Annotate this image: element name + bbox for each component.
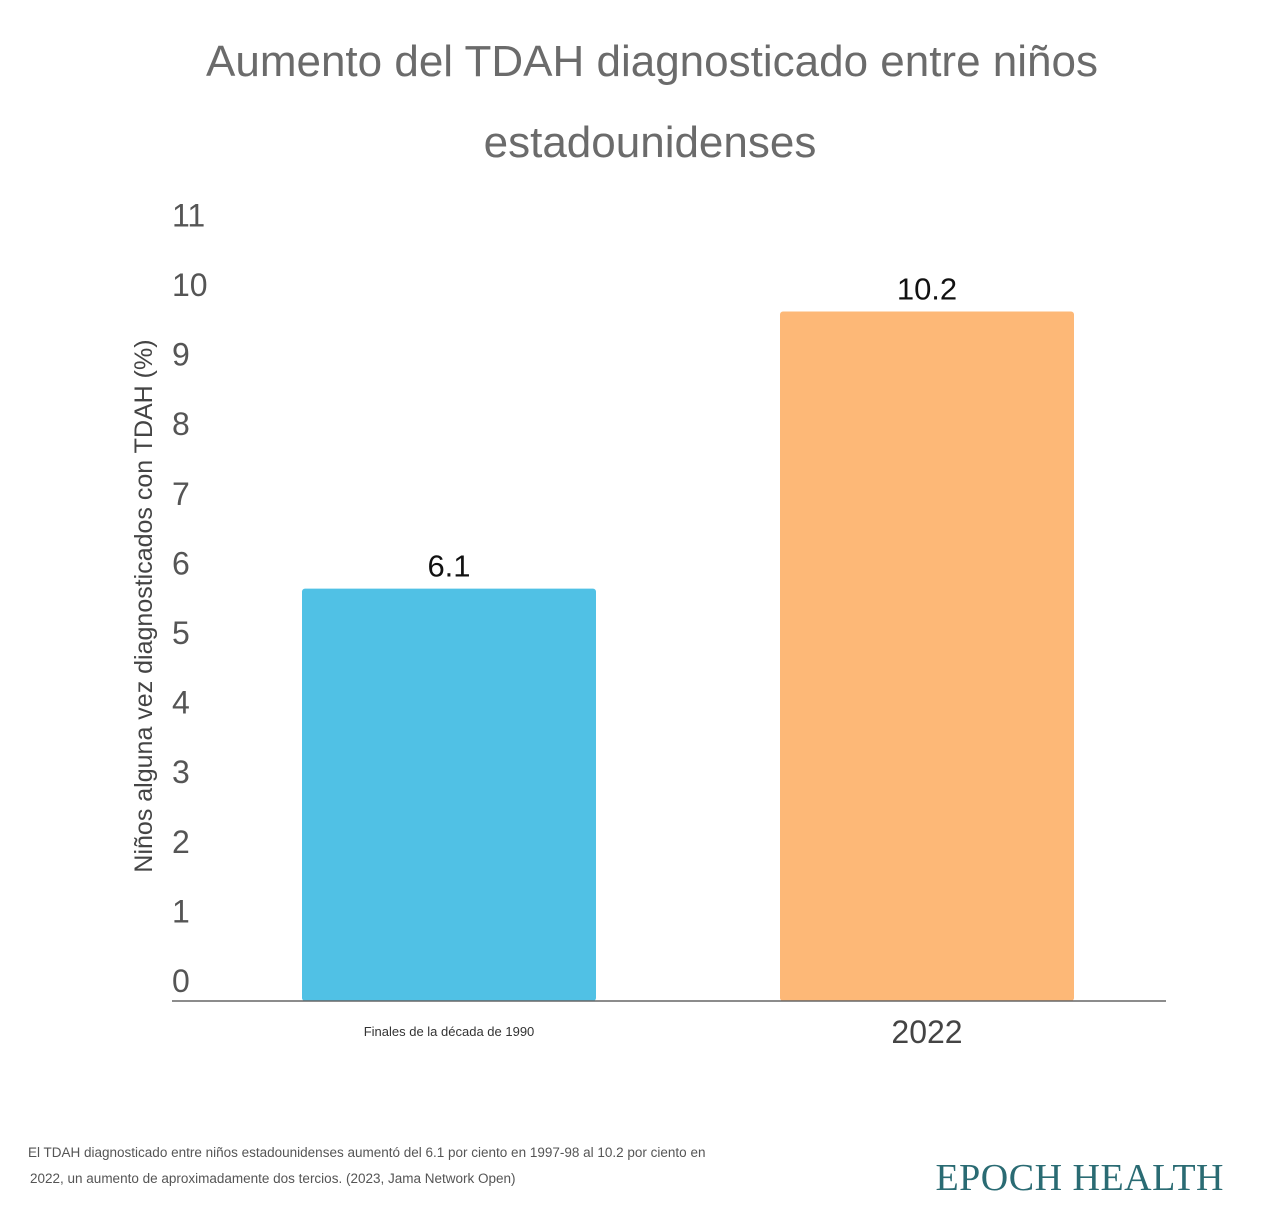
bar-2022 bbox=[780, 311, 1074, 1002]
bars bbox=[302, 311, 1074, 1002]
y-tick-label-0: 0 bbox=[172, 963, 190, 999]
y-tick-label-11: 11 bbox=[172, 197, 205, 233]
caption-line-1: El TDAH diagnosticado entre niños estado… bbox=[28, 1145, 706, 1160]
y-tick-label-7: 7 bbox=[172, 476, 190, 512]
data-label-finales-de-la-d-cada-de-1990: 6.1 bbox=[427, 549, 470, 584]
y-tick-label-4: 4 bbox=[172, 685, 190, 721]
epoch-health-logo: EPOCH HEALTH bbox=[935, 1157, 1224, 1199]
chart-title-line-2: estadounidenses bbox=[484, 118, 817, 167]
y-tick-label-3: 3 bbox=[172, 754, 190, 790]
y-tick-label-2: 2 bbox=[172, 824, 190, 860]
y-axis-label: Niños alguna vez diagnosticados con TDAH… bbox=[130, 339, 158, 872]
chart-title-line-1: Aumento del TDAH diagnosticado entre niñ… bbox=[206, 37, 1098, 86]
data-label-2022: 10.2 bbox=[897, 271, 957, 306]
x-tick-label-2022: 2022 bbox=[891, 1014, 962, 1050]
y-tick-label-5: 5 bbox=[172, 615, 190, 651]
x-tick-label-1990s: Finales de la década de 1990 bbox=[364, 1024, 535, 1039]
y-axis-ticks: 0 1 2 3 4 5 6 7 8 9 10 11 bbox=[172, 197, 208, 999]
y-tick-label-10: 10 bbox=[172, 267, 208, 303]
bar-finales-de-la-d-cada-de-1990 bbox=[302, 588, 596, 1001]
y-tick-label-6: 6 bbox=[172, 545, 190, 581]
caption: El TDAH diagnosticado entre niños estado… bbox=[28, 1140, 748, 1192]
caption-line-2: 2022, un aumento de aproximadamente dos … bbox=[30, 1171, 516, 1186]
y-tick-label-1: 1 bbox=[172, 893, 190, 929]
y-tick-label-8: 8 bbox=[172, 406, 190, 442]
data-labels: 6.1 10.2 bbox=[427, 271, 957, 583]
y-tick-label-9: 9 bbox=[172, 337, 190, 373]
